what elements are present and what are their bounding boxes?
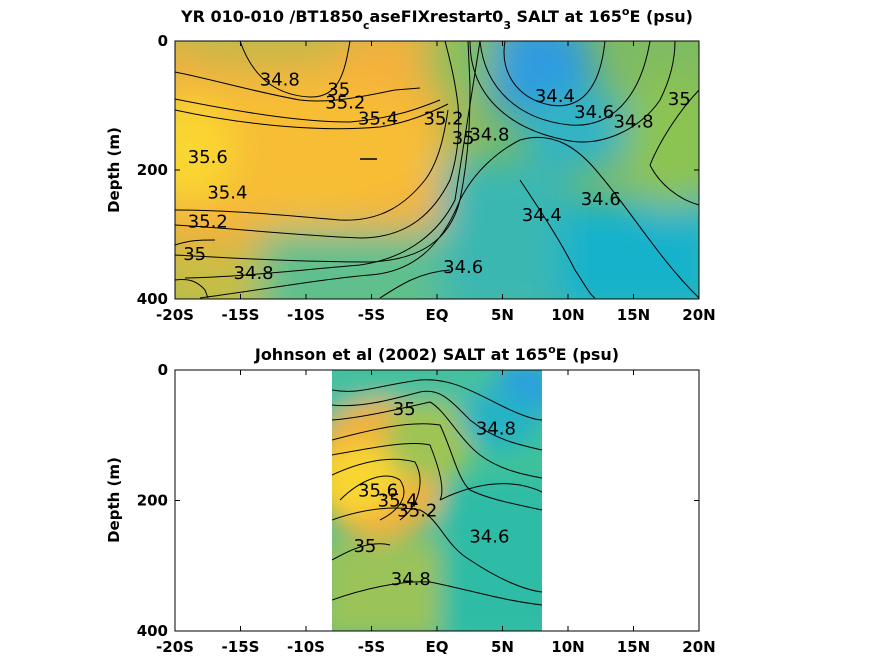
contour-label: 34.6 bbox=[469, 526, 509, 547]
contour-label: 34.8 bbox=[613, 112, 653, 133]
x-tick-label: -10S bbox=[287, 306, 325, 324]
y-tick-label: 200 bbox=[137, 492, 168, 510]
x-tick-label: 20N bbox=[682, 638, 715, 656]
bottom-ticks bbox=[174, 369, 700, 632]
top-title: YR 010-010 /BT1850caseFIXrestart03 SALT … bbox=[180, 5, 693, 32]
top-colorfield bbox=[175, 41, 699, 299]
contour-label: 34.6 bbox=[574, 102, 614, 123]
top-title-mid: aseFIXrestart0 bbox=[370, 7, 504, 26]
x-tick-label: -20S bbox=[156, 306, 194, 324]
contour-label: 35 bbox=[393, 399, 416, 420]
contour-label: 35.2 bbox=[424, 108, 464, 129]
x-tick-label: -20S bbox=[156, 638, 194, 656]
contour-label: 34.8 bbox=[476, 419, 516, 440]
top-y-tick-labels: 0 200 400 bbox=[137, 32, 168, 308]
bottom-y-axis-label: Depth (m) bbox=[105, 457, 123, 543]
top-ticks bbox=[174, 40, 700, 300]
top-title-sub2: 3 bbox=[503, 19, 511, 32]
contour-label: 34.8 bbox=[234, 263, 274, 284]
y-tick-label: 0 bbox=[158, 32, 168, 50]
top-title-sup: o bbox=[622, 5, 630, 18]
x-tick-label: 10N bbox=[551, 306, 584, 324]
contour-label: 35 bbox=[668, 89, 691, 110]
bottom-contour-labels: 35 34.8 35.635.435.2 34.6 35 34.8 bbox=[353, 399, 515, 590]
panel-top: YR 010-010 /BT1850caseFIXrestart03 SALT … bbox=[105, 5, 716, 324]
contour-label: 34.4 bbox=[535, 86, 575, 107]
x-tick-label: EQ bbox=[426, 306, 449, 324]
contour-label: 34.6 bbox=[443, 257, 483, 278]
panel-bottom: Johnson et al (2002) SALT at 165oE (psu) bbox=[105, 343, 716, 656]
top-x-tick-labels: -20S -15S -10S -5S EQ 5N 10N 15N 20N bbox=[156, 306, 716, 324]
bottom-title-sup: o bbox=[548, 343, 556, 356]
contour-label: 35 bbox=[327, 79, 350, 100]
x-tick-label: -5S bbox=[358, 638, 385, 656]
contour-label: 34.8 bbox=[391, 569, 431, 590]
top-title-end: SALT at 165 bbox=[511, 7, 622, 26]
bottom-y-tick-labels: 0 200 400 bbox=[137, 361, 168, 640]
x-tick-label: 15N bbox=[617, 306, 650, 324]
y-tick-label: 0 bbox=[158, 361, 168, 379]
y-tick-label: 400 bbox=[137, 290, 168, 308]
bottom-title-tail: E (psu) bbox=[556, 345, 620, 364]
bottom-x-tick-labels: -20S -15S -10S -5S EQ 5N 10N 15N 20N bbox=[156, 638, 716, 656]
contour-label: 35.4 bbox=[378, 491, 418, 512]
x-tick-label: -5S bbox=[358, 306, 385, 324]
x-tick-label: EQ bbox=[426, 638, 449, 656]
contour-label: 35.2 bbox=[188, 212, 228, 233]
top-title-tail: E (psu) bbox=[629, 7, 693, 26]
top-y-axis-label: Depth (m) bbox=[105, 127, 123, 213]
x-tick-label: 15N bbox=[617, 638, 650, 656]
bottom-colorfield bbox=[332, 370, 542, 631]
x-tick-label: 5N bbox=[491, 638, 514, 656]
contour-label: 34.4 bbox=[522, 205, 562, 226]
x-tick-label: 20N bbox=[682, 306, 715, 324]
contour-label: 35.4 bbox=[358, 108, 398, 129]
contour-label: 35.2 bbox=[397, 500, 437, 521]
x-tick-label: -15S bbox=[222, 638, 260, 656]
contour-label: 34.6 bbox=[581, 189, 621, 210]
contour-label: 35.4 bbox=[207, 183, 247, 204]
x-tick-label: -15S bbox=[222, 306, 260, 324]
contour-label: 35 bbox=[452, 128, 475, 149]
top-title-sub: c bbox=[363, 19, 370, 32]
bottom-title: Johnson et al (2002) SALT at 165oE (psu) bbox=[254, 343, 619, 364]
contour-label: 35.6 bbox=[188, 147, 228, 168]
top-title-main: YR 010-010 /BT1850 bbox=[180, 7, 363, 26]
y-tick-label: 200 bbox=[137, 161, 168, 179]
contour-label: 35.6 bbox=[358, 481, 398, 502]
contour-label: 35 bbox=[353, 536, 376, 557]
x-tick-label: 5N bbox=[491, 306, 514, 324]
contour-label: 34.8 bbox=[260, 70, 300, 91]
x-tick-label: 10N bbox=[551, 638, 584, 656]
x-tick-label: -10S bbox=[287, 638, 325, 656]
contour-label: 35.2 bbox=[325, 92, 365, 113]
y-tick-label: 400 bbox=[137, 622, 168, 640]
bottom-title-main: Johnson et al (2002) SALT at 165 bbox=[254, 345, 548, 364]
contour-label: 35 bbox=[183, 244, 206, 265]
contour-label: 34.8 bbox=[469, 125, 509, 146]
